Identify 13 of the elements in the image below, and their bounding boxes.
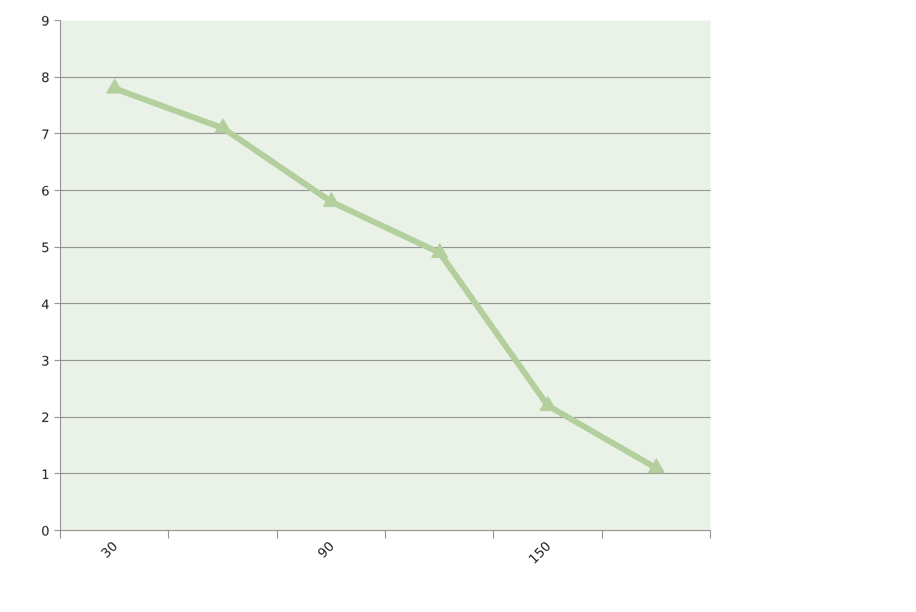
y-tick-label: 7 (41, 128, 50, 143)
y-tick-label: 8 (41, 71, 50, 86)
y-tick-label: 3 (41, 354, 50, 370)
y-tick-label: 5 (41, 241, 50, 256)
x-tick-label: 30 (98, 539, 122, 562)
x-tick-label: 90 (315, 539, 338, 562)
y-tick-label: 2 (41, 411, 50, 426)
x-tick-label: 150 (526, 539, 554, 568)
y-tick-label: 9 (41, 14, 50, 30)
y-tick-label: 6 (41, 184, 50, 200)
y-tick-label: 1 (41, 468, 50, 483)
y-tick-label: 0 (41, 524, 50, 540)
y-tick-label: 4 (41, 298, 50, 313)
